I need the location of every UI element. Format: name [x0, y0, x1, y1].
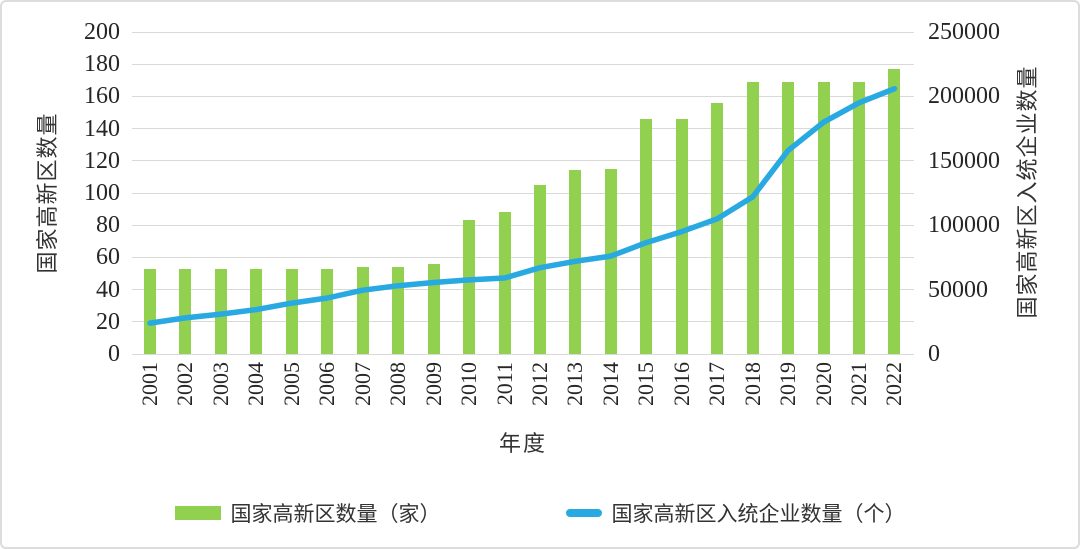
gridline — [132, 192, 914, 194]
bar-2014 — [604, 168, 617, 354]
bar-2003 — [214, 268, 227, 354]
gridline — [132, 128, 914, 130]
bar-2019 — [782, 81, 795, 354]
left-axis-tick-label: 60 — [96, 244, 120, 271]
right-axis-tick-label: 50000 — [928, 276, 988, 303]
x-tick-label: 2011 — [491, 362, 517, 406]
x-tick-label: 2019 — [775, 362, 801, 406]
bar-2004 — [250, 268, 263, 354]
x-tick-label: 2012 — [526, 362, 552, 406]
x-tick-label: 2017 — [704, 362, 730, 406]
x-tick-label: 2006 — [314, 362, 340, 406]
x-tick-label: 2010 — [456, 362, 482, 406]
x-tick-label: 2021 — [846, 362, 871, 406]
gridline — [132, 256, 914, 258]
right-axis-title: 国家高新区入统企业数量 — [1015, 65, 1040, 319]
bar-2005 — [285, 268, 298, 354]
left-axis-title: 国家高新区数量 — [35, 112, 60, 274]
bar-2015 — [640, 118, 653, 354]
bar-2017 — [711, 102, 724, 354]
bar-series-swatch-icon — [174, 506, 221, 520]
x-tick-label: 2005 — [278, 362, 304, 406]
x-tick-label: 2015 — [633, 362, 659, 406]
x-tick-label: 2008 — [385, 362, 411, 406]
right-axis-tick-label: 250000 — [928, 19, 1000, 45]
bar-2002 — [179, 268, 192, 354]
legend-entry-bars: 国家高新区数量（家） — [174, 498, 441, 528]
left-axis-tick-label: 40 — [96, 276, 120, 303]
x-tick-label: 2014 — [597, 362, 623, 406]
bar-2018 — [746, 81, 759, 354]
legend: 国家高新区数量（家） 国家高新区入统企业数量（个） — [2, 498, 1078, 528]
x-tick-label: 2020 — [810, 362, 836, 406]
left-axis-tick-label: 160 — [84, 83, 120, 110]
bar-2011 — [498, 212, 511, 354]
right-axis-tick-label: 100000 — [928, 212, 1000, 239]
left-axis-tick-label: 0 — [108, 341, 120, 367]
bar-2010 — [463, 220, 476, 354]
gridline — [132, 321, 914, 323]
right-axis-tick-label: 200000 — [928, 83, 1000, 110]
gridline — [132, 353, 914, 355]
left-axis-tick-label: 20 — [96, 308, 120, 335]
legend-entry-line: 国家高新区入统企业数量（个） — [565, 498, 906, 528]
left-axis-tick-label: 120 — [84, 147, 120, 174]
x-tick-label: 2018 — [739, 362, 765, 406]
x-tick-label: 2016 — [668, 362, 694, 406]
bar-2016 — [675, 118, 688, 354]
bar-2012 — [533, 184, 546, 354]
bar-2022 — [888, 69, 901, 354]
gridline — [132, 95, 914, 97]
gridline — [132, 289, 914, 291]
gridline — [132, 224, 914, 226]
x-tick-label: 2013 — [562, 362, 588, 406]
bar-2001 — [144, 268, 156, 354]
bar-2013 — [569, 170, 582, 354]
bar-2020 — [817, 81, 830, 354]
legend-label-line: 国家高新区入统企业数量（个） — [611, 502, 906, 526]
gridline — [132, 160, 914, 162]
bar-2009 — [427, 263, 440, 354]
left-axis-tick-label: 100 — [84, 180, 120, 206]
gridline — [132, 31, 914, 33]
right-axis-tick-label: 0 — [928, 341, 940, 367]
bar-2021 — [853, 81, 865, 354]
bar-2008 — [392, 267, 405, 354]
x-tick-label: 2004 — [243, 362, 269, 406]
bar-2007 — [356, 267, 369, 354]
x-tick-label: 2003 — [207, 362, 233, 406]
left-axis-tick-label: 80 — [96, 212, 120, 239]
x-tick-label: 2007 — [349, 362, 375, 406]
right-axis-tick-label: 150000 — [928, 147, 1000, 174]
x-tick-label: 2002 — [172, 362, 198, 406]
x-tick-label: 2009 — [420, 362, 446, 406]
line-series-swatch-icon — [565, 509, 602, 517]
gridline — [132, 63, 914, 65]
x-axis-title: 年度 — [498, 431, 548, 456]
x-tick-label: 2022 — [881, 362, 907, 406]
left-axis-tick-label: 140 — [84, 115, 120, 142]
x-tick-label: 2001 — [137, 362, 162, 406]
bar-2006 — [321, 268, 334, 354]
left-axis-tick-label: 180 — [84, 51, 120, 78]
left-axis-tick-label: 200 — [84, 19, 120, 45]
legend-label-bars: 国家高新区数量（家） — [230, 502, 441, 526]
